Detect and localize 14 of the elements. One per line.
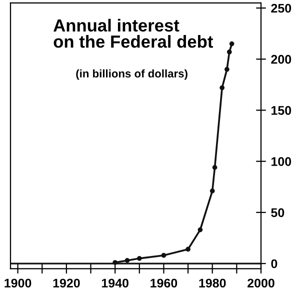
y-tick-label: 150: [272, 106, 292, 115]
x-tick-label: 1960: [150, 278, 178, 288]
x-tick-label: 1940: [102, 278, 128, 288]
x-tick-label: 1980: [199, 278, 226, 288]
y-tick-label: 100: [272, 157, 292, 166]
x-tick-label: 1900: [4, 278, 32, 288]
y-tick-label: 0: [271, 259, 278, 268]
text: (in billions of dollars): [76, 69, 188, 80]
y-tick-label: 200: [271, 54, 292, 64]
y-tick-label: 250: [271, 4, 292, 13]
x-tick-label: 1920: [53, 278, 80, 288]
text: Annual interest on the Federal debt: [54, 18, 213, 48]
x-tick-label: 2000: [248, 278, 274, 288]
y-tick-label: 50: [271, 208, 284, 218]
